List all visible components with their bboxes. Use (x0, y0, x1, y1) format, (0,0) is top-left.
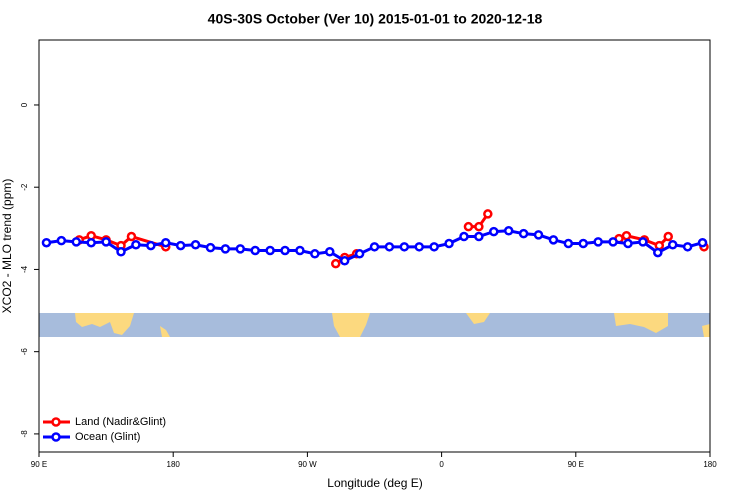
point (399, 242, 410, 252)
point (608, 237, 618, 247)
x-tick-label: 90 E (31, 460, 47, 469)
point (474, 221, 484, 232)
legend: Land (Nadir&Glint) Ocean (Glint) (43, 416, 166, 443)
point (463, 221, 474, 232)
point (369, 242, 380, 252)
legend-label: Land (Nadir&Glint) (75, 416, 166, 428)
point (414, 242, 424, 252)
point (235, 244, 246, 254)
point (638, 237, 648, 247)
point (503, 226, 514, 236)
chart-title: 40S-30S October (Ver 10) 2015-01-01 to 2… (208, 11, 543, 27)
y-tick-label: -6 (20, 348, 29, 356)
point (86, 237, 96, 248)
point (339, 256, 350, 266)
point (250, 245, 260, 256)
point (621, 230, 632, 241)
point (146, 240, 156, 251)
point (265, 245, 275, 256)
point (489, 226, 499, 237)
point (220, 244, 231, 254)
point (126, 231, 137, 242)
point (330, 258, 341, 269)
point (325, 247, 335, 257)
point (593, 237, 603, 247)
point (131, 240, 141, 250)
point (310, 249, 320, 259)
point (474, 231, 484, 242)
x-axis-label: Longitude (deg E) (327, 476, 422, 490)
point (682, 242, 693, 252)
x-tick-label: 90 W (298, 460, 317, 469)
point (444, 238, 454, 249)
x-tick-label: 180 (167, 460, 181, 469)
legend-marker (51, 432, 61, 442)
point (190, 240, 201, 250)
legend-marker (51, 417, 61, 427)
point (459, 231, 469, 242)
point (101, 237, 111, 247)
point (548, 235, 559, 245)
y-tick-label: 0 (20, 102, 29, 107)
plot-frame (38, 39, 711, 453)
y-axis-label: XCO2 - MLO trend (ppm) (0, 179, 14, 314)
point (483, 209, 493, 219)
point (280, 245, 290, 256)
point (354, 249, 365, 259)
point (663, 231, 673, 242)
point (71, 237, 82, 247)
point (295, 245, 305, 256)
point (429, 242, 439, 252)
point (205, 242, 216, 253)
map-strip (39, 313, 710, 337)
point (160, 237, 171, 248)
point (116, 247, 126, 257)
point (56, 235, 67, 246)
point (667, 240, 678, 250)
point (653, 247, 663, 258)
point (697, 237, 708, 248)
point (533, 230, 544, 240)
point (623, 238, 633, 249)
y-tick-label: -2 (20, 183, 29, 191)
point (518, 228, 529, 239)
x-tick-label: 180 (703, 460, 717, 469)
point (384, 242, 395, 252)
x-tick-label: 0 (439, 460, 444, 469)
point (175, 240, 186, 251)
x-tick-label: 90 E (568, 460, 584, 469)
point (41, 237, 52, 248)
point (563, 238, 574, 249)
y-tick-label: -8 (20, 430, 29, 438)
legend-label: Ocean (Glint) (75, 431, 140, 443)
point (578, 238, 589, 249)
y-tick-label: -4 (20, 265, 29, 273)
